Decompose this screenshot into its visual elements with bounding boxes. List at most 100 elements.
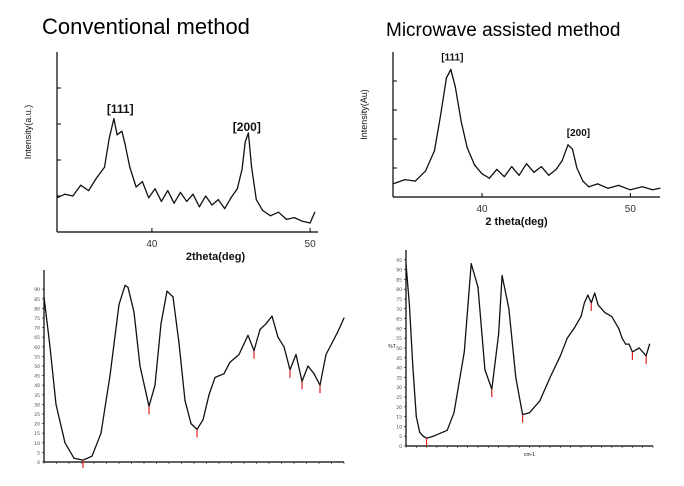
- xrd-conventional-data-point: [129, 166, 131, 168]
- xrd-conventional-data-point: [211, 204, 213, 206]
- ir-conventional-data-point: [55, 403, 57, 405]
- xrd-conventional-data-point: [301, 220, 303, 222]
- ir-conventional-data-point: [73, 457, 75, 459]
- xrd-conventional-data-point: [148, 197, 150, 199]
- xrd-conventional-data-point: [64, 193, 66, 195]
- xrd-conventional-data-point: [236, 188, 238, 190]
- xrd-microwave-data-point: [607, 187, 609, 189]
- xrd-conventional-data-point: [121, 130, 123, 132]
- ir-conventional-data-point: [247, 334, 249, 336]
- xrd-conventional-data-point: [160, 200, 162, 202]
- ir-conventional-ytick-label: 75: [34, 316, 40, 322]
- ir-conventional-data-point: [259, 328, 261, 331]
- xrd-conventional-data-point: [186, 200, 188, 202]
- ir-microwave-ytick-label: 10: [396, 424, 402, 430]
- xrd-microwave-data-point: [561, 160, 563, 162]
- xrd-microwave-data-point: [511, 166, 513, 168]
- xrd-microwave-data-point: [481, 173, 483, 175]
- ir-microwave-data-point: [594, 292, 596, 294]
- ir-conventional-data-point: [238, 353, 240, 356]
- xrd-microwave-data-point: [433, 150, 436, 152]
- ir-microwave-ytick-label: 0: [399, 444, 402, 450]
- xrd-microwave-data-point: [404, 179, 406, 181]
- xrd-conventional-data-point: [241, 168, 243, 170]
- xrd-conventional-data-point: [314, 211, 316, 213]
- ir-microwave-data-point: [422, 435, 424, 437]
- ir-conventional-ytick-label: 50: [34, 364, 40, 370]
- ir-microwave-data-point: [432, 435, 434, 437]
- xrd-microwave-data-point: [582, 180, 584, 182]
- ir-conventional-data-point: [172, 296, 174, 298]
- ir-conventional-data-point: [208, 394, 210, 396]
- ir-conventional-data-point: [337, 330, 339, 332]
- ir-microwave-data-point: [453, 412, 455, 414]
- xrd-microwave-data-point: [629, 189, 631, 191]
- xrd-conventional-data-point: [205, 195, 207, 197]
- ir-conventional-data-point: [325, 353, 327, 356]
- ir-microwave-data-point: [408, 304, 410, 306]
- xrd-conventional-series-line: [56, 117, 316, 224]
- xrd-conventional-data-point: [277, 211, 280, 213]
- xrd-conventional-data-point: [230, 197, 232, 199]
- ir-conventional-data-point: [190, 423, 192, 425]
- xrd-conventional-data-point: [224, 208, 226, 210]
- xrd-microwave-data-point: [445, 77, 447, 79]
- ir-conventional-data-point: [154, 384, 156, 386]
- xrd-microwave-data-point: [641, 186, 643, 188]
- ir-conventional-data-point: [313, 373, 315, 375]
- xrd-microwave-data-point: [488, 177, 490, 179]
- ir-conventional-ytick-label: 35: [34, 393, 40, 399]
- ir-conventional-ytick-label: 15: [34, 431, 40, 437]
- xrd-microwave-data-point: [454, 86, 456, 88]
- xrd-microwave-data-point: [450, 68, 452, 70]
- xrd-microwave-data-point: [652, 189, 654, 191]
- xrd-conventional-data-point: [244, 141, 246, 143]
- xrd-conventional-data-point: [80, 184, 82, 186]
- xrd-conventional-data-point: [309, 222, 311, 224]
- ir-microwave-data-point: [405, 263, 407, 265]
- xrd-conventional-data-point: [198, 206, 200, 208]
- xrd-microwave-data-point: [571, 148, 574, 150]
- ir-conventional-series-line: [43, 284, 345, 461]
- xrd-microwave-data-point: [474, 164, 476, 166]
- ir-conventional-data-point: [178, 342, 180, 344]
- ir-conventional-ytick-label: 55: [34, 354, 40, 360]
- ir-microwave-data-point: [566, 337, 568, 339]
- xrd-microwave-data-point: [555, 168, 557, 170]
- ir-conventional-ytick-label: 60: [34, 345, 40, 351]
- xrd-conventional-data-point: [262, 209, 264, 211]
- ir-microwave-ytick-label: 20: [396, 405, 402, 411]
- xrd-microwave-data-point: [597, 183, 599, 185]
- ir-microwave-data-point: [415, 416, 417, 418]
- xrd-microwave-data-point: [439, 115, 442, 117]
- xrd-microwave-data-point: [525, 163, 528, 165]
- xrd-conventional-data-point: [285, 218, 287, 220]
- xrd-conventional-x-label: 2theta(deg): [186, 251, 246, 263]
- ir-conventional-data-point: [223, 373, 225, 375]
- xrd-conventional-data-point: [141, 181, 143, 183]
- ir-conventional-ytick-label: 30: [34, 402, 40, 408]
- ir-conventional-data-point: [184, 400, 186, 402]
- ir-conventional-ytick-label: 90: [34, 287, 40, 293]
- ir-microwave-data-point: [470, 263, 472, 265]
- ir-conventional-data-point: [307, 365, 309, 367]
- ir-conventional-data-point: [43, 296, 45, 298]
- ir-conventional-data-point: [166, 290, 168, 292]
- ir-microwave-data-point: [484, 369, 486, 371]
- ir-microwave-ytick-label: 50: [396, 346, 402, 352]
- ir-conventional-data-point: [277, 336, 279, 338]
- ir-conventional-chart: 0 5 10 15 20 25 30 35 40 45 50 55 60 65 70 75 80 85 90: [34, 270, 345, 469]
- ir-microwave-ytick-label: 5: [399, 434, 402, 440]
- ir-microwave-data-point: [621, 337, 623, 339]
- xrd-conventional-xtick-label: 50: [305, 239, 317, 250]
- ir-microwave-ytick-label: 40: [396, 366, 402, 372]
- xrd-microwave-data-point: [588, 186, 590, 188]
- xrd-conventional-data-point: [293, 217, 295, 219]
- ir-microwave-data-point: [649, 343, 651, 345]
- ir-conventional-data-point: [295, 353, 297, 356]
- xrd-conventional-data-point: [269, 215, 272, 217]
- ir-conventional-data-point: [91, 455, 93, 457]
- ir-microwave-data-point: [549, 376, 551, 378]
- xrd-microwave-data-point: [548, 174, 550, 176]
- ir-microwave-ytick-label: 90: [396, 268, 402, 274]
